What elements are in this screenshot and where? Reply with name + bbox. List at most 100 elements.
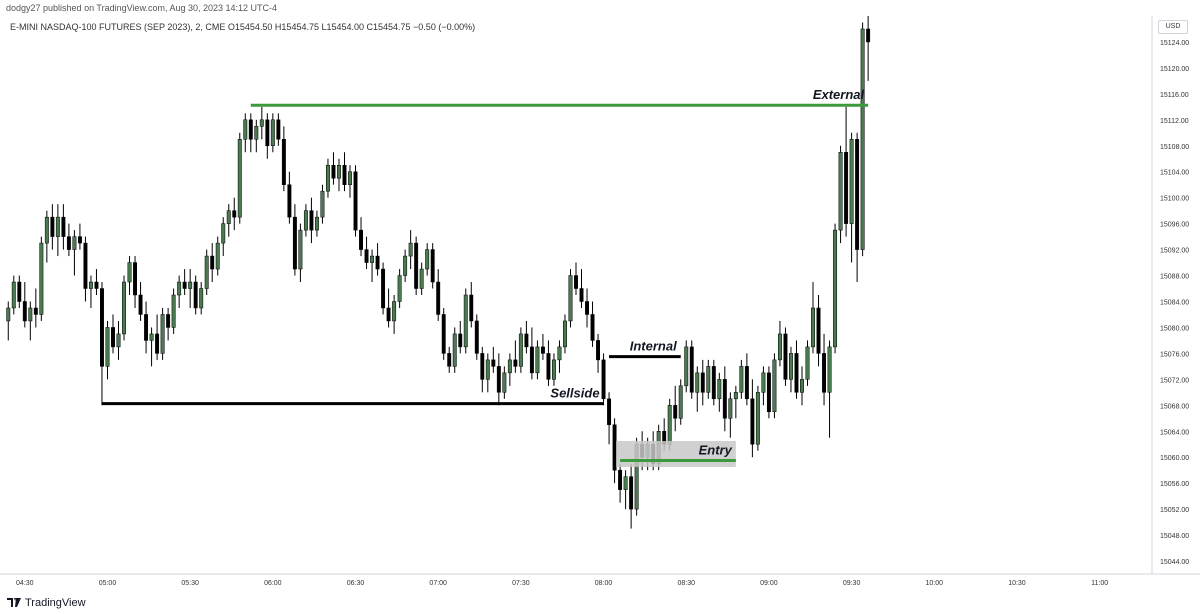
candle-body	[254, 126, 259, 140]
candle-body	[381, 268, 386, 309]
candle-body	[766, 372, 771, 413]
candle-body	[61, 216, 66, 237]
candle-body	[155, 333, 160, 354]
candle-body	[386, 307, 391, 322]
candle-body	[507, 359, 512, 374]
candle-body	[270, 119, 275, 147]
candle-body	[353, 171, 358, 231]
candle-body	[127, 262, 132, 283]
candle-body	[596, 340, 601, 361]
candle-body	[17, 281, 22, 302]
candle-body	[309, 210, 314, 231]
candle-body	[728, 398, 733, 419]
price-tick-label: 15088.00	[1160, 274, 1189, 281]
candle-body	[811, 307, 815, 348]
candle-body	[66, 236, 71, 250]
candle-body	[563, 320, 567, 348]
price-tick-label: 15048.00	[1160, 533, 1189, 540]
candle-body	[122, 281, 126, 335]
candle-body	[469, 294, 474, 322]
currency-badge[interactable]: USD	[1158, 20, 1188, 34]
candle-body	[717, 379, 722, 400]
candle-body	[221, 223, 226, 244]
candle-body	[326, 164, 330, 192]
tradingview-logo[interactable]: TradingView	[7, 596, 86, 610]
candle-body	[182, 281, 187, 289]
publisher-line: dodgy27 published on TradingView.com, Au…	[6, 3, 278, 13]
candle-body	[403, 255, 408, 276]
candle-body	[204, 255, 209, 289]
candle-body	[44, 216, 49, 244]
candle-body	[111, 327, 115, 348]
candle-body	[513, 359, 518, 367]
candle-body	[866, 28, 871, 43]
time-tick-label: 06:00	[264, 580, 282, 587]
candle-body	[733, 392, 738, 400]
price-tick-label: 15096.00	[1160, 222, 1189, 229]
time-tick-label: 07:30	[512, 580, 530, 587]
candle-body	[673, 405, 678, 419]
candle-body	[700, 372, 705, 393]
candle-body	[540, 346, 545, 354]
candle-body	[612, 424, 617, 471]
candle-body	[777, 333, 782, 361]
candle-body	[860, 28, 865, 250]
price-tick-label: 15072.00	[1160, 377, 1189, 384]
candle-body	[364, 249, 369, 263]
candle-body	[298, 229, 303, 270]
entry-label: Entry	[699, 442, 733, 457]
candle-body	[375, 255, 380, 270]
price-tick-label: 15112.00	[1160, 118, 1189, 125]
candle-body	[474, 320, 479, 354]
time-tick-label: 07:00	[429, 580, 447, 587]
candle-body	[557, 346, 562, 361]
candle-body	[480, 353, 485, 380]
time-tick-label: 11:00	[1091, 580, 1108, 587]
candle-body	[210, 255, 215, 270]
candle-body	[678, 385, 683, 419]
candle-body	[160, 314, 165, 354]
candle-body	[199, 288, 204, 309]
candle-body	[259, 119, 264, 127]
candle-body	[55, 216, 60, 237]
candle-body	[6, 307, 11, 322]
candle-body	[849, 139, 854, 224]
candle-body	[772, 359, 777, 413]
price-tick-label: 15068.00	[1160, 403, 1189, 410]
candle-body	[524, 333, 529, 348]
candle-body	[607, 398, 612, 426]
candle-body	[711, 366, 716, 400]
candle-body	[430, 249, 435, 283]
price-tick-label: 15116.00	[1160, 92, 1189, 99]
candle-body	[292, 216, 297, 270]
candle-body	[535, 346, 540, 374]
candle-body	[833, 229, 838, 348]
time-tick-label: 05:30	[181, 580, 199, 587]
candle-body	[215, 242, 220, 270]
candle-body	[232, 210, 237, 218]
price-tick-label: 15092.00	[1160, 248, 1189, 255]
candle-body	[568, 275, 573, 322]
candle-body	[722, 379, 727, 419]
candle-body	[579, 288, 584, 302]
external-label: External	[813, 87, 865, 102]
candle-body	[392, 301, 397, 322]
candle-body	[72, 236, 77, 250]
candle-body	[452, 333, 457, 367]
price-tick-label: 15108.00	[1160, 144, 1189, 151]
candle-body	[370, 255, 375, 263]
candle-body	[601, 359, 606, 400]
candle-body	[551, 359, 556, 380]
price-tick-label: 15052.00	[1160, 507, 1189, 514]
candle-body	[574, 275, 578, 289]
candle-body	[149, 333, 154, 341]
price-tick-label: 15120.00	[1160, 66, 1189, 73]
symbol-info: E-MINI NASDAQ-100 FUTURES (SEP 2023), 2,…	[10, 22, 476, 32]
candle-body	[287, 184, 292, 218]
candle-body	[105, 327, 110, 367]
candle-body	[171, 294, 176, 328]
candle-body	[83, 242, 88, 289]
candle-body	[629, 476, 634, 510]
candle-body	[827, 346, 832, 393]
